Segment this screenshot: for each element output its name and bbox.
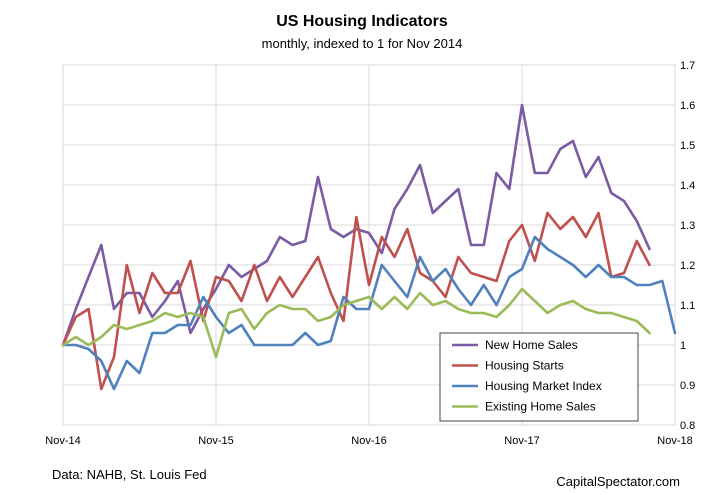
gridlines — [62, 64, 676, 426]
y-tick-label: 1.4 — [680, 180, 695, 192]
series-line-new-home-sales — [61, 103, 651, 347]
y-tick-label: 1.2 — [680, 260, 695, 272]
x-tick-label: Nov-18 — [657, 435, 692, 447]
legend-label: Housing Starts — [485, 359, 564, 373]
x-tick-label: Nov-16 — [351, 435, 386, 447]
chart-title: US Housing Indicators — [276, 13, 448, 30]
legend-label: Existing Home Sales — [485, 400, 596, 414]
series-lines — [61, 103, 677, 391]
legend-label: New Home Sales — [485, 338, 578, 352]
y-tick-label: 1 — [680, 340, 686, 352]
x-tick-label: Nov-15 — [198, 435, 233, 447]
y-tick-label: 1.5 — [680, 140, 695, 152]
y-axis-tick-labels: 0.8 0.9 1 1.1 1.2 1.3 1.4 1.5 1.6 1.7 — [680, 60, 695, 432]
x-axis-tick-labels: Nov-14 Nov-15 Nov-16 Nov-17 Nov-18 — [45, 435, 692, 447]
legend-label: Housing Market Index — [485, 379, 602, 393]
chart-subtitle: monthly, indexed to 1 for Nov 2014 — [262, 36, 463, 51]
y-tick-label: 1.1 — [680, 300, 695, 312]
x-tick-label: Nov-17 — [504, 435, 539, 447]
series-line-existing-home-sales — [61, 287, 651, 359]
y-tick-label: 0.8 — [680, 420, 695, 432]
x-tick-label: Nov-14 — [45, 435, 80, 447]
y-tick-label: 1.3 — [680, 220, 695, 232]
series-line-housing-starts — [61, 211, 651, 391]
source-note: Data: NAHB, St. Louis Fed — [52, 467, 207, 482]
y-tick-label: 0.9 — [680, 380, 695, 392]
series-line-housing-market-index — [61, 235, 677, 391]
legend: New Home Sales Housing Starts Housing Mark… — [439, 332, 639, 422]
y-tick-label: 1.7 — [680, 60, 695, 72]
brand-label: CapitalSpectator.com — [556, 474, 680, 489]
y-tick-label: 1.6 — [680, 100, 695, 112]
